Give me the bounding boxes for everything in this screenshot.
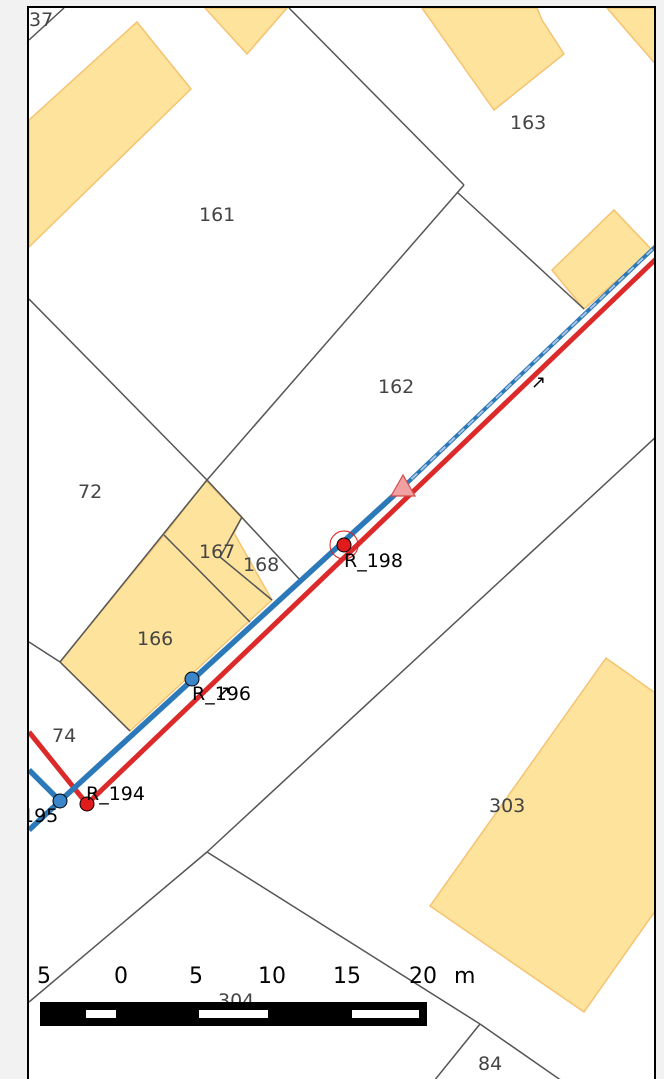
parcel-label-72: 72 [78, 481, 102, 503]
parcel-label-162: 162 [378, 376, 414, 398]
map-frame[interactable]: ↗ ↗ 37 163 161 162 72 167 168 166 74 303… [27, 6, 656, 1079]
node-r198[interactable] [336, 537, 352, 553]
node-r194[interactable] [79, 796, 95, 812]
scale-unit-label: m [454, 964, 475, 989]
parcel-label-163: 163 [510, 112, 546, 134]
parcel-label-168: 168 [243, 554, 279, 576]
pipe-light-blue-dash [401, 246, 654, 489]
scale-bar-segment [352, 1010, 419, 1018]
buildings [29, 8, 656, 1014]
building-163[interactable] [421, 8, 565, 112]
nodes [52, 473, 417, 812]
triangle-marker-icon[interactable] [389, 473, 417, 497]
building-303[interactable] [428, 656, 656, 1014]
scale-tick-label: 10 [258, 964, 286, 989]
building-top-small[interactable] [203, 8, 288, 56]
node-195[interactable] [52, 793, 68, 809]
parcel-label-303: 303 [489, 795, 525, 817]
node-r198-ring [329, 530, 359, 560]
parcel-label-161: 161 [199, 204, 235, 226]
parcel-label-37: 37 [29, 9, 53, 31]
scale-tick-label: 5 [37, 964, 51, 989]
parcel-label-84: 84 [478, 1053, 502, 1075]
point-label-r196: R_196 [192, 683, 251, 705]
point-label-r194: R_194 [86, 783, 145, 805]
point-label-195: 195 [29, 805, 58, 827]
node-r196[interactable] [184, 671, 200, 687]
scale-tick-label: 0 [114, 964, 128, 989]
scale-tick-label: 5 [189, 964, 203, 989]
flow-arrow-icon: ↗ [216, 682, 231, 703]
parcel-boundaries [29, 8, 654, 1079]
point-labels: R_198 R_196 R_194 195 [29, 550, 403, 827]
parcel-label-166: 166 [137, 628, 173, 650]
point-label-r198: R_198 [344, 550, 403, 572]
parcel-label-167: 167 [199, 541, 235, 563]
map-canvas[interactable]: ↗ ↗ 37 163 161 162 72 167 168 166 74 303… [29, 8, 656, 1079]
building-top-right[interactable] [606, 8, 656, 67]
scale-bar: 5 0 5 10 15 20 m [37, 964, 475, 1026]
scale-bar-segment [199, 1010, 268, 1018]
parcel-label-74: 74 [52, 725, 76, 747]
scale-bar-segment [86, 1010, 116, 1018]
building-top-left[interactable] [29, 20, 193, 249]
scale-tick-label: 15 [333, 964, 361, 989]
scale-tick-label: 20 [409, 964, 437, 989]
flow-arrow-icon: ↗ [531, 372, 546, 393]
